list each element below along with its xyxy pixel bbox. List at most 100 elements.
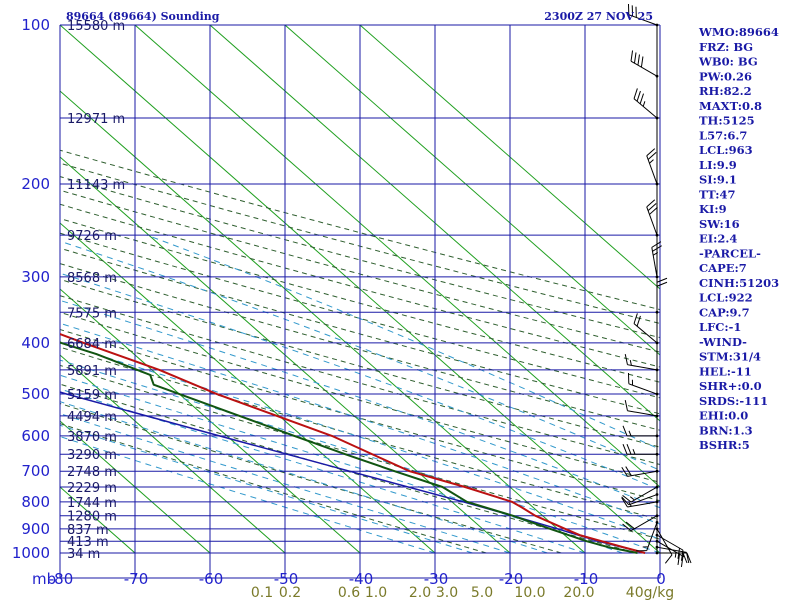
wind-barb	[621, 466, 659, 477]
index-item: EI:2.4	[699, 232, 737, 246]
index-item: STM:31/4	[699, 350, 761, 364]
temperature-line	[60, 332, 646, 554]
temperature-tick-label: -60	[199, 570, 224, 588]
index-item: SI:9.1	[699, 173, 737, 187]
index-item: SHR+:0.0	[699, 379, 762, 393]
dry-adiabat-line	[60, 278, 660, 448]
index-item: TH:5125	[699, 114, 755, 128]
index-item: FRZ: BG	[699, 40, 753, 54]
wind-barb	[633, 313, 659, 345]
temperature-tick-label: -20	[499, 570, 524, 588]
wind-barb	[627, 373, 659, 396]
mixing-ratio-label: 40g/kg	[626, 585, 674, 600]
wind-barb	[646, 148, 659, 186]
height-label: 413 m	[67, 535, 109, 550]
index-item: L57:6.7	[699, 128, 747, 142]
temperature-tick-label: -70	[124, 570, 149, 588]
index-item: PW:0.26	[699, 69, 752, 83]
dry-adiabat-line	[60, 218, 660, 383]
pressure-tick-label: 500	[21, 385, 50, 403]
pressure-tick-label: 1000	[12, 544, 50, 562]
index-item: CAPE:7	[699, 261, 747, 275]
height-label: 5159 m	[67, 388, 117, 403]
mixing-ratio-label: 0.6	[338, 585, 360, 600]
height-label: 2748 m	[67, 465, 117, 480]
moist-adiabat-line	[60, 388, 586, 554]
mixing-ratio-label: 0.1	[251, 585, 273, 600]
index-item: LCL:963	[699, 143, 753, 157]
height-label: 12971 m	[67, 112, 125, 127]
wind-barb	[646, 199, 659, 237]
pressure-unit-label: mb	[32, 570, 56, 588]
index-item: LCL:922	[699, 291, 753, 305]
height-label: 6684 m	[67, 337, 117, 352]
dry-adiabat-line	[60, 176, 660, 339]
wind-barb	[622, 425, 659, 438]
moist-adiabat-line	[146, 234, 660, 450]
mixing-ratio-label: 2.0	[409, 585, 431, 600]
index-item: MAXT:0.8	[699, 99, 762, 113]
pressure-tick-label: 300	[21, 268, 50, 286]
mixing-ratio-label: 1.0	[365, 585, 387, 600]
pressure-tick-label: 700	[21, 462, 50, 480]
temperature-tick-label: -10	[574, 570, 599, 588]
index-item: CINH:51203	[699, 276, 779, 290]
moist-adiabat-line	[60, 359, 660, 554]
wind-barb	[655, 277, 668, 314]
index-item: LFC:-1	[699, 320, 741, 334]
wind-barb	[651, 241, 662, 279]
dry-adiabat-line	[60, 364, 660, 540]
height-label: 1744 m	[67, 496, 117, 511]
pressure-tick-label: 100	[21, 16, 50, 34]
moist-adiabat-line	[60, 424, 473, 554]
height-label: 9726 m	[67, 229, 117, 244]
index-item: SRDS:-111	[699, 394, 768, 408]
moist-adiabat-line	[60, 401, 548, 554]
index-item: SW:16	[699, 217, 740, 231]
dry-adiabat-line	[60, 403, 562, 554]
observation-time: 2300Z 27 NOV 25	[544, 10, 653, 23]
moist-adiabat-line	[60, 413, 511, 554]
wind-barb	[635, 520, 659, 552]
mixing-ratio-label: 10.0	[514, 585, 545, 600]
wind-barb	[622, 485, 659, 503]
wind-barb	[655, 527, 673, 564]
index-item: -WIND-	[699, 335, 747, 349]
mixing-ratio-label: 0.2	[279, 585, 301, 600]
moist-adiabat-line	[60, 436, 436, 554]
temperature-tick-label: -80	[49, 570, 74, 588]
dry-adiabat-line	[60, 149, 660, 311]
isotherm-line	[60, 420, 211, 554]
pressure-tick-label: 400	[21, 334, 50, 352]
wind-barb	[624, 354, 659, 372]
pressure-tick-label: 600	[21, 427, 50, 445]
pressure-tick-label: 200	[21, 175, 50, 193]
height-label: 34 m	[67, 547, 100, 562]
dry-adiabat-line	[60, 328, 660, 502]
height-label: 15580 m	[67, 19, 125, 34]
height-label: 1280 m	[67, 510, 117, 525]
index-item: WB0: BG	[698, 55, 758, 69]
dry-adiabat-line	[60, 263, 660, 431]
temperature-tick-label: -50	[274, 570, 299, 588]
wind-barb	[633, 88, 659, 120]
mixing-ratio-label: 5.0	[471, 585, 493, 600]
index-item: RH:82.2	[699, 84, 752, 98]
wind-barb	[655, 533, 684, 561]
temperature-tick-label: -40	[349, 570, 374, 588]
height-label: 7575 m	[67, 306, 117, 321]
wind-barb	[621, 493, 659, 506]
mixing-ratio-label: 20.0	[563, 585, 594, 600]
height-label: 5891 m	[67, 364, 117, 379]
index-item: KI:9	[699, 202, 727, 216]
index-item: EHI:0.0	[699, 409, 748, 423]
isotherm-line	[359, 25, 660, 290]
moist-adiabat-line	[60, 299, 660, 509]
index-item: WMO:89664	[698, 25, 779, 39]
station-title: 89664 (89664) Sounding	[66, 10, 220, 23]
index-item: TT:47	[699, 187, 736, 201]
height-label: 3870 m	[67, 430, 117, 445]
parcel-trace-line	[60, 391, 646, 554]
